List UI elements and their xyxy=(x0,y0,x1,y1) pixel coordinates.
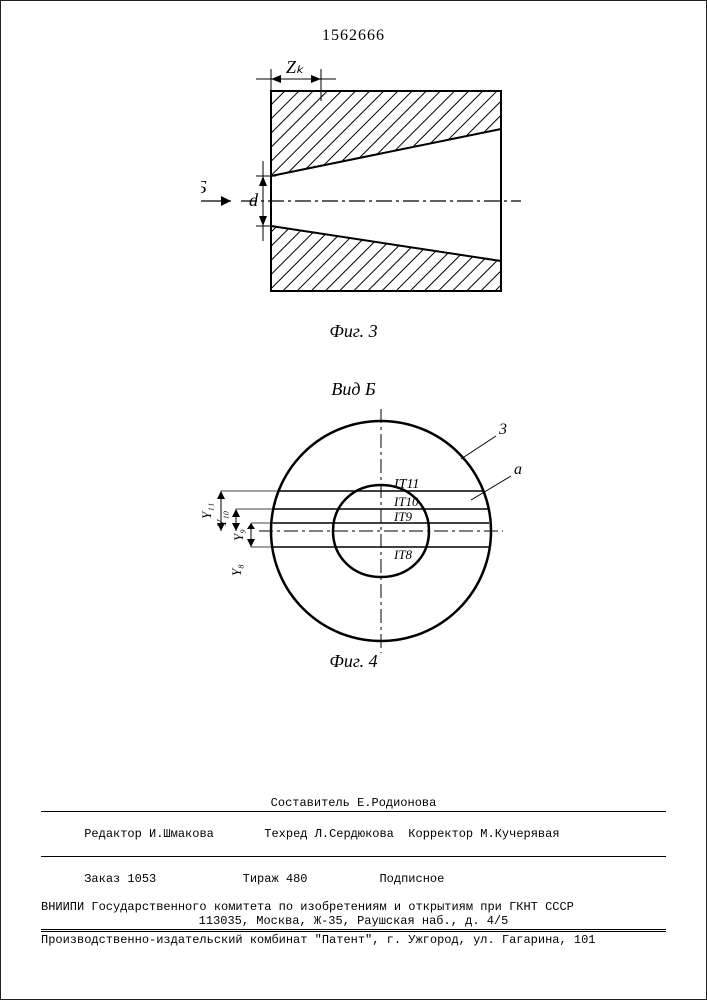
label-d: d xyxy=(249,190,259,210)
figure-3-svg: Zₖ d Б xyxy=(201,61,521,321)
footer-address: 113035, Москва, Ж-35, Раушская наб., д. … xyxy=(41,914,666,928)
document-footer: Составитель Е.Родионова Редактор И.Шмако… xyxy=(41,796,666,947)
footer-vniipi: ВНИИПИ Государственного комитета по изоб… xyxy=(41,900,666,914)
footer-editor: Редактор И.Шмакова xyxy=(84,827,214,841)
figure-3: Zₖ d Б xyxy=(201,61,521,341)
label-y9: Y₉ xyxy=(231,529,246,541)
footer-corrector: Корректор М.Кучерявая xyxy=(408,827,559,841)
label-callout-a: а xyxy=(514,461,522,478)
label-it8: IT8 xyxy=(393,547,413,562)
label-y8: Y₈ xyxy=(229,564,244,576)
label-y11: Y₁₁ xyxy=(199,503,214,519)
figure-4-caption: Фиг. 4 xyxy=(329,651,377,672)
figure-4: IT11 IT10 IT9 IT8 Y₁₁ Y₁₀ Y₉ xyxy=(181,401,541,661)
label-callout-3: 3 xyxy=(498,421,507,438)
label-it9: IT9 xyxy=(393,509,413,524)
footer-zakaz: Заказ 1053 xyxy=(84,872,156,886)
figure-3-caption: Фиг. 3 xyxy=(329,321,377,342)
figure-4-svg: IT11 IT10 IT9 IT8 Y₁₁ Y₁₀ Y₉ xyxy=(181,401,541,661)
document-number: 1562666 xyxy=(322,27,385,45)
label-y10: Y₁₀ xyxy=(214,511,229,527)
footer-techred: Техред Л.Сердюкова xyxy=(264,827,394,841)
footer-tirazh: Тираж 480 xyxy=(243,872,308,886)
footer-publisher: Производственно-издательский комбинат "П… xyxy=(41,933,666,947)
label-it10: IT10 xyxy=(393,494,419,509)
label-zk: Zₖ xyxy=(286,61,304,77)
patent-page: 1562666 Zₖ xyxy=(0,0,707,1000)
footer-compiler: Составитель Е.Родионова xyxy=(41,796,666,810)
label-b: Б xyxy=(201,177,207,197)
figure-4-title: Вид Б xyxy=(331,379,375,400)
label-it11: IT11 xyxy=(393,477,419,492)
footer-podpisnoe: Подписное xyxy=(379,872,444,886)
footer-credits: Редактор И.Шмакова Техред Л.Сердюкова Ко… xyxy=(41,813,666,855)
footer-order: Заказ 1053 Тираж 480 Подписное xyxy=(41,858,666,900)
